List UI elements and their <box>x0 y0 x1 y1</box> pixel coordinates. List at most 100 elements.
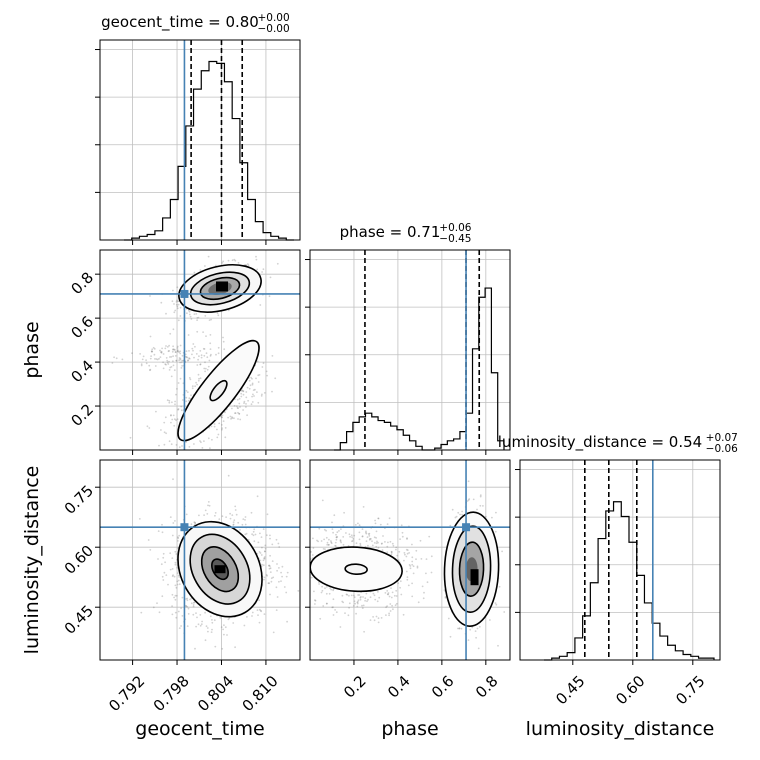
panel-phase-vs-luminosity_distance-point <box>348 594 350 597</box>
panel-phase-vs-luminosity_distance-point <box>314 599 316 601</box>
panel-geocent_time-vs-phase-point <box>237 411 239 414</box>
panel-phase-vs-luminosity_distance-point <box>331 521 333 524</box>
panel-geocent_time-vs-luminosity_distance-point <box>208 504 211 507</box>
panel-geocent_time-vs-luminosity_distance-point <box>232 622 235 624</box>
panel-geocent_time-vs-luminosity_distance-point <box>190 523 193 526</box>
panel-geocent_time-vs-luminosity_distance-point <box>244 533 247 536</box>
panel-geocent_time-vs-phase-contour-1-0 <box>177 339 260 442</box>
panel-geocent_time-vs-phase-point <box>194 345 196 348</box>
panel-phase-vs-luminosity_distance-point <box>346 593 349 596</box>
panel-geocent_time-vs-luminosity_distance-point <box>207 630 209 633</box>
panel-geocent_time-vs-phase-point <box>205 352 208 355</box>
panel-geocent_time-vs-phase-point <box>243 400 246 403</box>
panel-geocent_time-vs-phase-contour-0-0 <box>178 264 262 313</box>
panel-geocent_time-vs-phase-point <box>149 295 151 297</box>
panel-geocent_time-vs-phase-point <box>158 444 160 447</box>
panel-geocent_time-vs-phase-point <box>253 395 255 397</box>
panel-geocent_time-vs-luminosity_distance-point <box>261 563 263 566</box>
panel-geocent_time-vs-phase-point <box>249 384 252 387</box>
panel-geocent_time-vs-phase-point <box>179 306 182 309</box>
hist-luminosity_distance-title-sup: +0.07 <box>706 432 738 444</box>
panel-geocent_time-vs-luminosity_distance-point <box>163 571 166 574</box>
panel-geocent_time-vs-luminosity_distance-point <box>278 567 280 569</box>
panel-phase-vs-luminosity_distance-point <box>301 555 303 557</box>
panel-geocent_time-vs-luminosity_distance-point <box>161 575 164 578</box>
panel-phase-vs-luminosity_distance-point <box>343 511 345 514</box>
panel-geocent_time-vs-phase-point <box>160 429 162 431</box>
panel-geocent_time-vs-phase-point <box>160 301 163 304</box>
panel-geocent_time-vs-phase-point <box>195 353 198 355</box>
panel-geocent_time-vs-luminosity_distance-point <box>263 557 266 560</box>
panel-geocent_time-vs-phase-point <box>250 376 253 379</box>
panel-phase-vs-luminosity_distance-point <box>423 591 425 594</box>
panel-geocent_time-vs-luminosity_distance-point <box>190 602 193 605</box>
panel-phase-vs-luminosity_distance-point <box>330 541 333 544</box>
panel-geocent_time-vs-luminosity_distance-point <box>194 647 196 650</box>
panel-geocent_time-vs-luminosity_distance-point <box>156 602 158 605</box>
panel-phase-vs-luminosity_distance-point <box>377 591 379 593</box>
panel-geocent_time-vs-phase-point <box>175 301 178 303</box>
panel-phase-vs-luminosity_distance-point <box>377 546 380 549</box>
panel-phase-vs-luminosity_distance-point <box>386 551 389 554</box>
panel-phase-vs-luminosity_distance-point <box>297 537 299 539</box>
panel-geocent_time-vs-phase-point <box>150 457 152 459</box>
panel-geocent_time-vs-phase-point <box>168 401 171 404</box>
panel-geocent_time-vs-luminosity_distance-point <box>222 628 225 631</box>
panel-phase-vs-luminosity_distance-point <box>398 550 401 553</box>
panel-geocent_time-vs-phase-point <box>213 425 216 428</box>
panel-phase-vs-luminosity_distance-point <box>425 572 427 575</box>
panel-phase-vs-luminosity_distance-point <box>324 587 326 590</box>
panel-geocent_time-vs-luminosity_distance-point <box>176 580 179 583</box>
panel-geocent_time-vs-phase-point <box>179 358 182 361</box>
panel-geocent_time-vs-luminosity_distance-point <box>180 607 183 610</box>
ylabel-phase: phase <box>21 321 43 378</box>
panel-geocent_time-vs-luminosity_distance-point <box>260 536 263 538</box>
panel-phase-vs-luminosity_distance-point <box>371 544 374 547</box>
panel-phase-vs-luminosity_distance-point <box>489 619 491 621</box>
panel-phase-vs-luminosity_distance-point <box>335 536 338 539</box>
panel-phase-vs-luminosity_distance-point <box>400 524 403 527</box>
panel-geocent_time-vs-luminosity_distance-point <box>162 552 165 555</box>
panel-geocent_time-vs-luminosity_distance-point <box>177 579 180 582</box>
panel-geocent_time-vs-phase-point <box>178 359 181 362</box>
panel-phase-vs-luminosity_distance-point <box>314 599 317 602</box>
panel-geocent_time-vs-phase-point <box>224 427 227 429</box>
panel-phase-vs-luminosity_distance-point <box>377 517 380 520</box>
panel-geocent_time-vs-phase-point <box>173 303 175 305</box>
panel-geocent_time-vs-phase-point <box>202 347 205 350</box>
panel-phase-vs-luminosity_distance-point <box>336 531 339 534</box>
panel-geocent_time-vs-luminosity_distance-point <box>229 517 232 520</box>
panel-geocent_time-vs-luminosity_distance-frame <box>99 459 301 661</box>
panel-phase-vs-luminosity_distance-point <box>391 604 393 607</box>
panel-phase-vs-luminosity_distance-point <box>318 527 321 530</box>
panel-phase-vs-luminosity_distance-point <box>387 541 389 544</box>
panel-geocent_time-vs-phase-point <box>158 357 160 360</box>
panel-phase-vs-luminosity_distance-point <box>395 589 398 592</box>
panel-phase-vs-luminosity_distance-point <box>406 549 409 551</box>
panel-geocent_time-vs-luminosity_distance-point <box>149 549 152 551</box>
panel-phase-vs-luminosity_distance-point <box>342 601 345 604</box>
panel-phase-vs-luminosity_distance-point <box>400 593 403 596</box>
panel-geocent_time-vs-phase-point <box>237 418 239 420</box>
panel-phase-vs-luminosity_distance-point <box>444 596 447 599</box>
panel-geocent_time-vs-phase-point <box>274 377 277 380</box>
panel-phase-vs-luminosity_distance-point <box>478 625 481 628</box>
panel-phase-vs-luminosity_distance-point <box>409 567 412 570</box>
panel-phase-vs-luminosity_distance-point <box>494 530 497 533</box>
panel-phase-vs-luminosity_distance-point <box>498 585 501 588</box>
panel-phase-vs-luminosity_distance-point <box>359 544 362 547</box>
panel-phase-vs-luminosity_distance-point <box>319 617 322 620</box>
panel-phase-vs-luminosity_distance-point <box>317 540 319 543</box>
panel-geocent_time-vs-phase-point <box>121 358 124 361</box>
panel-geocent_time-vs-phase-point <box>188 446 191 448</box>
panel-geocent_time-vs-phase-point <box>257 374 260 377</box>
panel-phase-vs-luminosity_distance-point <box>390 552 393 554</box>
panel-geocent_time-vs-luminosity_distance-contour-0-1 <box>189 533 251 605</box>
panel-geocent_time-vs-phase-point <box>187 359 190 361</box>
panel-phase-vs-luminosity_distance-point <box>390 587 392 589</box>
panel-geocent_time-vs-phase-point <box>245 406 247 408</box>
panel-geocent_time-vs-phase-point <box>238 412 241 415</box>
panel-phase-vs-luminosity_distance-point <box>476 627 479 630</box>
panel-geocent_time-vs-luminosity_distance-point <box>232 524 235 526</box>
panel-geocent_time-vs-phase-point <box>209 355 212 357</box>
